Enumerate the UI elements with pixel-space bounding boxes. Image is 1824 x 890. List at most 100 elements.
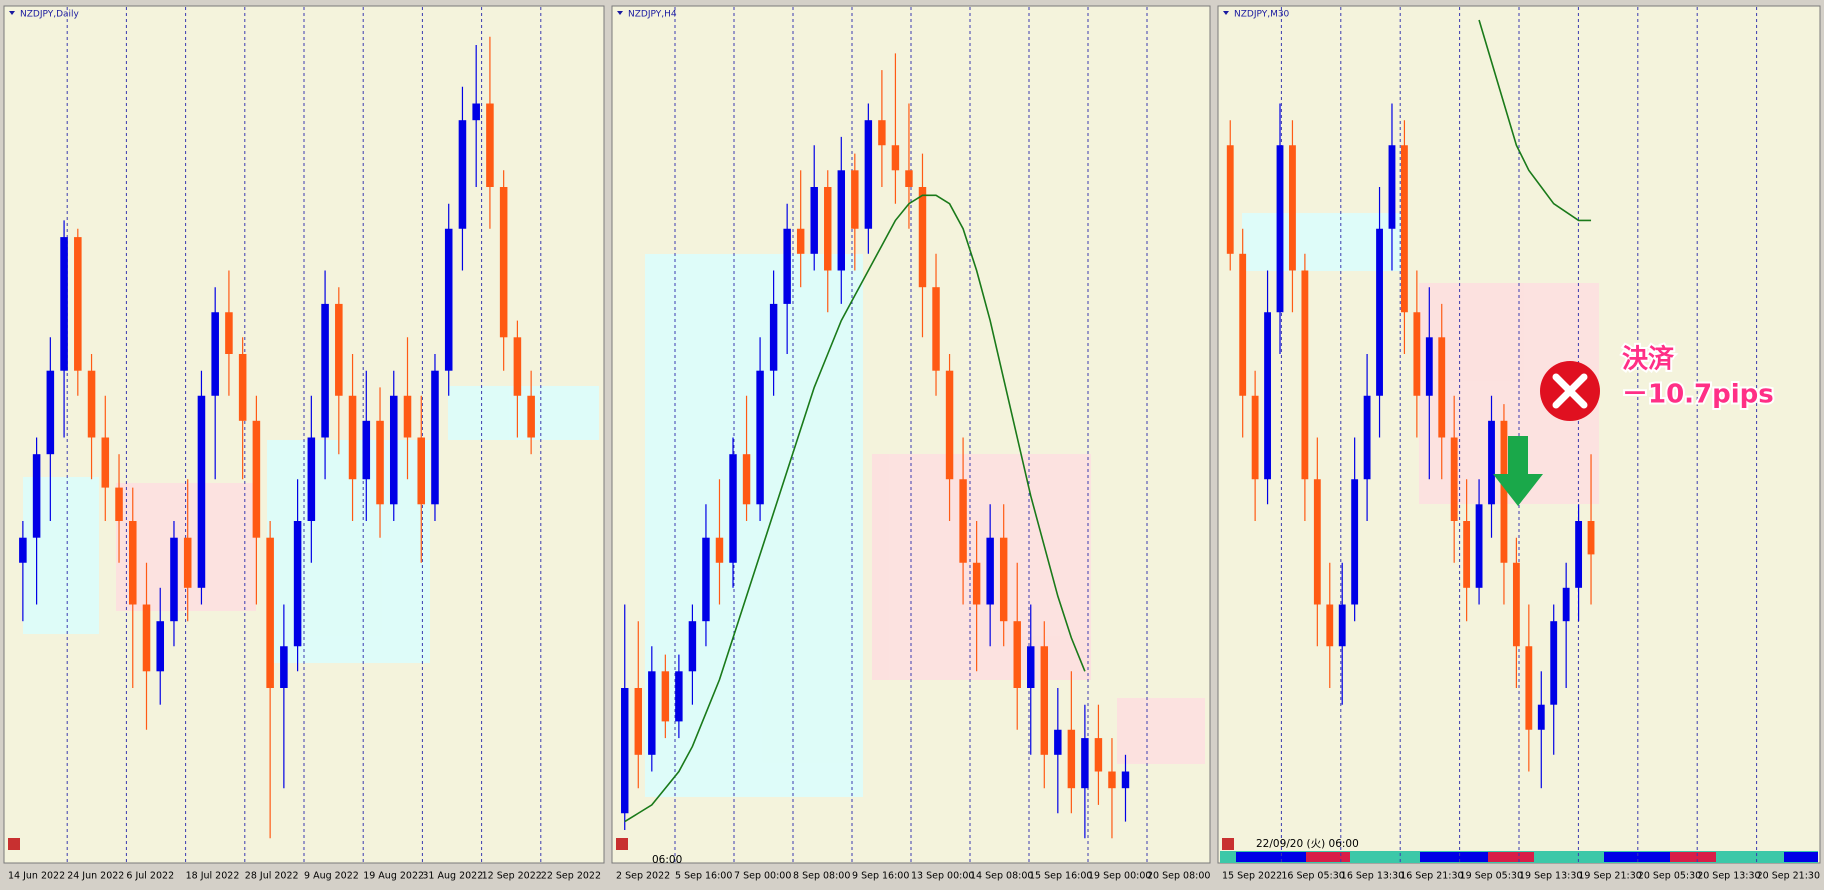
candle-body bbox=[1537, 704, 1545, 730]
candle-body bbox=[796, 228, 805, 254]
candle-body bbox=[486, 103, 494, 187]
x-tick-label: 5 Sep 16:00 bbox=[675, 871, 732, 882]
pane-title: NZDJPY,Daily bbox=[20, 10, 80, 20]
strip-seg bbox=[1488, 852, 1534, 862]
candle-body bbox=[1054, 729, 1062, 755]
session-strip bbox=[1220, 851, 1818, 863]
candle-body bbox=[266, 537, 274, 688]
candle-body bbox=[851, 170, 859, 229]
candle-body bbox=[702, 537, 710, 622]
candle-body bbox=[783, 228, 791, 304]
candle-body bbox=[19, 537, 27, 563]
zone bbox=[1117, 698, 1205, 764]
candle-body bbox=[1239, 253, 1247, 396]
zone bbox=[448, 386, 599, 440]
candle-body bbox=[252, 420, 261, 538]
candle-body bbox=[1363, 395, 1371, 480]
candle-body bbox=[444, 228, 453, 371]
strip-seg bbox=[1236, 852, 1306, 862]
pane-button[interactable] bbox=[616, 838, 628, 850]
candle-body bbox=[307, 437, 316, 521]
candle-body bbox=[810, 187, 818, 254]
candle-body bbox=[1550, 621, 1558, 705]
x-tick-label: 19 Sep 05:30 bbox=[1460, 871, 1523, 882]
candle-body bbox=[1376, 228, 1383, 396]
x-tick-label: 16 Sep 21:30 bbox=[1400, 871, 1463, 882]
candle-body bbox=[1525, 646, 1533, 730]
pane-button[interactable] bbox=[8, 838, 20, 850]
x-tick-label: 20 Sep 05:30 bbox=[1638, 871, 1701, 882]
candle-body bbox=[1338, 604, 1346, 647]
candle-body bbox=[634, 688, 643, 755]
x-tick-label: 15 Sep 16:00 bbox=[1029, 871, 1092, 882]
x-tick-label: 19 Aug 2022 bbox=[363, 871, 424, 882]
candle-body bbox=[661, 671, 670, 722]
candle-body bbox=[321, 303, 329, 438]
candle-body bbox=[238, 354, 247, 421]
x-tick-label: 8 Sep 08:00 bbox=[793, 871, 850, 882]
candle-body bbox=[905, 170, 913, 187]
x-tick-label: 9 Sep 16:00 bbox=[852, 871, 909, 882]
candle-body bbox=[1438, 337, 1446, 438]
candle-body bbox=[621, 688, 629, 814]
candle-body bbox=[1226, 145, 1234, 254]
candle-body bbox=[335, 303, 343, 396]
strip-seg bbox=[1306, 852, 1350, 862]
candle-body bbox=[170, 537, 178, 622]
x-tick-label: 2 Sep 2022 bbox=[616, 871, 670, 882]
candle-body bbox=[1413, 312, 1421, 396]
candle-body bbox=[769, 303, 778, 371]
candle-body bbox=[756, 370, 764, 505]
x-tick-label: 13 Sep 00:00 bbox=[911, 871, 974, 882]
x-tick-label: 19 Sep 00:00 bbox=[1088, 871, 1151, 882]
candle-body bbox=[688, 621, 697, 672]
x-tick-label: 19 Sep 13:30 bbox=[1519, 871, 1582, 882]
candle-body bbox=[1562, 587, 1570, 622]
candle-body bbox=[1475, 504, 1483, 588]
candle-body bbox=[1067, 729, 1076, 789]
zone bbox=[267, 440, 430, 663]
candle-body bbox=[431, 370, 439, 505]
x-tick-label: 20 Sep 21:30 bbox=[1757, 871, 1820, 882]
time-label: 06:00 bbox=[652, 854, 682, 866]
candle-body bbox=[376, 420, 384, 505]
title-arrow bbox=[1223, 11, 1229, 15]
candle-body bbox=[1040, 646, 1049, 755]
candle-body bbox=[959, 479, 967, 563]
x-tick-label: 6 Jul 2022 bbox=[126, 871, 174, 882]
candle-body bbox=[1463, 521, 1471, 588]
annotation-title: 決済 bbox=[1622, 344, 1675, 375]
candle-body bbox=[499, 187, 508, 338]
x-tick-label: 22 Sep 2022 bbox=[541, 871, 601, 882]
candle-body bbox=[101, 437, 110, 488]
x-tick-label: 31 Aug 2022 bbox=[422, 871, 483, 882]
x-tick-label: 16 Sep 13:30 bbox=[1341, 871, 1404, 882]
candle-body bbox=[74, 237, 82, 371]
time-label: 22/09/20 (火) 06:00 bbox=[1256, 838, 1359, 850]
candle-body bbox=[1121, 771, 1130, 789]
ema-line bbox=[1478, 19, 1592, 222]
x-tick-label: 15 Sep 2022 bbox=[1222, 871, 1282, 882]
candle-body bbox=[1108, 771, 1116, 789]
candle-body bbox=[403, 395, 412, 438]
x-tick-label: 20 Sep 13:30 bbox=[1697, 871, 1760, 882]
candle-body bbox=[1587, 521, 1595, 555]
candle-body bbox=[1251, 395, 1259, 480]
pane-button[interactable] bbox=[1222, 838, 1234, 850]
candle-body bbox=[1313, 479, 1321, 605]
candle-body bbox=[389, 395, 398, 505]
candle-body bbox=[513, 337, 522, 396]
candle-body bbox=[225, 312, 233, 354]
x-tick-label: 14 Jun 2022 bbox=[8, 871, 65, 882]
pane-title: NZDJPY,M30 bbox=[1234, 10, 1290, 20]
candle-body bbox=[280, 646, 288, 688]
candle-body bbox=[1512, 562, 1520, 647]
candle-body bbox=[46, 370, 55, 455]
candle-body bbox=[293, 521, 302, 647]
strip-seg bbox=[1420, 852, 1488, 862]
x-tick-label: 9 Aug 2022 bbox=[304, 871, 359, 882]
pane-title: NZDJPY,H4 bbox=[628, 10, 677, 20]
candle-body bbox=[1488, 420, 1495, 505]
annotation-pips: －10.7pips bbox=[1622, 380, 1774, 410]
candle-body bbox=[1276, 145, 1284, 313]
